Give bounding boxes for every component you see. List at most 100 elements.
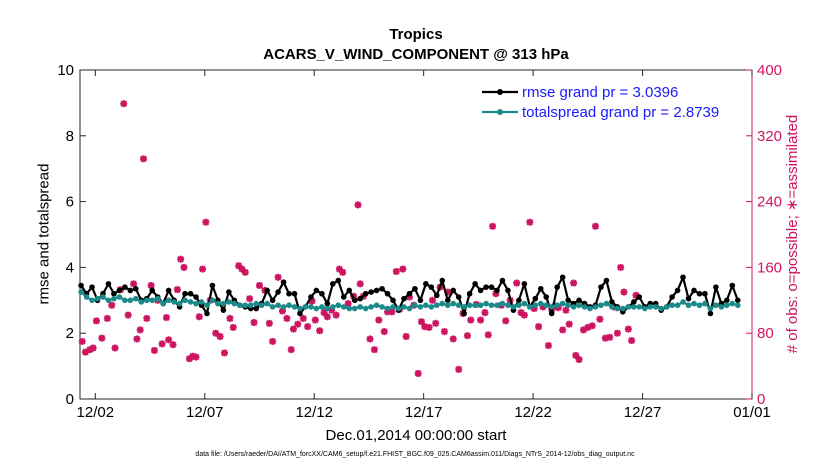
totalspread-point bbox=[171, 299, 177, 305]
rmse-point bbox=[330, 281, 336, 287]
totalspread-point bbox=[340, 304, 347, 310]
obs-point bbox=[588, 322, 596, 330]
obs-point bbox=[173, 286, 181, 294]
obs-point bbox=[449, 335, 457, 343]
rmse-point bbox=[187, 290, 194, 297]
rmse-point bbox=[461, 310, 467, 317]
totalspread-point bbox=[691, 300, 697, 307]
rmse-point bbox=[401, 295, 407, 302]
totalspread-point bbox=[379, 304, 385, 310]
totalspread-point bbox=[505, 302, 511, 309]
totalspread-point bbox=[603, 300, 610, 307]
rmse-point bbox=[696, 290, 703, 297]
obs-point bbox=[136, 326, 144, 334]
totalspread-point bbox=[401, 304, 407, 310]
obs-point bbox=[289, 325, 297, 333]
totalspread-point bbox=[269, 304, 276, 310]
rmse-point bbox=[565, 297, 571, 304]
totalspread-point bbox=[630, 304, 637, 310]
totalspread-point bbox=[543, 302, 550, 309]
totalspread-point bbox=[406, 305, 413, 312]
rmse-point bbox=[630, 299, 637, 305]
rmse-point bbox=[702, 290, 708, 297]
obs-point bbox=[332, 311, 340, 319]
obs-point bbox=[392, 268, 400, 276]
totalspread-point bbox=[581, 304, 588, 310]
totalspread-point bbox=[620, 305, 626, 312]
x-tick-label: 12/22 bbox=[514, 404, 552, 421]
y-left-tick-label: 8 bbox=[66, 128, 74, 145]
rmse-point bbox=[680, 274, 686, 281]
rmse-point bbox=[340, 294, 347, 300]
totalspread-point bbox=[428, 304, 435, 310]
obs-point bbox=[150, 346, 158, 354]
obs-point bbox=[323, 313, 331, 321]
rmse-point bbox=[532, 295, 539, 302]
x-tick-label: 01/01 bbox=[733, 404, 771, 421]
rmse-point bbox=[707, 310, 714, 317]
totalspread-point bbox=[330, 304, 336, 310]
rmse-point bbox=[609, 299, 615, 305]
totalspread-point bbox=[625, 304, 632, 310]
legend-marker bbox=[497, 109, 503, 115]
obs-point bbox=[417, 318, 425, 326]
totalspread-point bbox=[636, 304, 643, 310]
obs-point bbox=[304, 323, 312, 331]
obs-point bbox=[370, 346, 378, 354]
totalspread-point bbox=[461, 304, 467, 310]
totalspread-point bbox=[94, 295, 101, 302]
obs-point bbox=[120, 100, 128, 108]
totalspread-point bbox=[548, 304, 555, 310]
obs-point bbox=[255, 281, 263, 289]
totalspread-point bbox=[231, 300, 238, 307]
totalspread-point bbox=[83, 294, 90, 300]
totalspread-point bbox=[724, 302, 730, 309]
totalspread-point bbox=[176, 300, 183, 307]
x-tick-label: 12/07 bbox=[186, 404, 224, 421]
obs-point bbox=[606, 333, 614, 341]
totalspread-point bbox=[444, 302, 451, 309]
totalspread-point bbox=[335, 302, 342, 309]
obs-point bbox=[356, 280, 364, 288]
obs-point bbox=[467, 316, 475, 324]
rmse-point bbox=[472, 281, 478, 287]
rmse-point bbox=[603, 277, 610, 284]
totalspread-point bbox=[433, 302, 440, 309]
obs-point bbox=[311, 316, 319, 324]
totalspread-point bbox=[308, 304, 314, 310]
y-left-tick-label: 6 bbox=[66, 194, 74, 211]
totalspread-point bbox=[537, 300, 544, 307]
obs-point bbox=[274, 273, 282, 281]
totalspread-point bbox=[182, 297, 188, 304]
obs-point bbox=[520, 311, 528, 319]
obs-point bbox=[111, 344, 119, 352]
totalspread-point bbox=[209, 297, 216, 304]
totalspread-point bbox=[373, 302, 380, 309]
rmse-point bbox=[324, 300, 331, 307]
rmse-point bbox=[477, 287, 484, 294]
rmse-point bbox=[373, 287, 380, 294]
totalspread-point bbox=[718, 304, 725, 310]
totalspread-point bbox=[357, 304, 363, 310]
totalspread-point bbox=[291, 304, 298, 310]
rmse-point bbox=[537, 285, 544, 292]
rmse-point bbox=[319, 290, 325, 297]
obs-point bbox=[489, 222, 497, 230]
obs-point bbox=[624, 325, 632, 333]
obs-point bbox=[133, 335, 141, 343]
obs-point bbox=[513, 279, 521, 287]
x-tick-label: 12/17 bbox=[405, 404, 443, 421]
y-right-tick-label: 0 bbox=[757, 391, 765, 408]
totalspread-point bbox=[193, 300, 199, 307]
rmse-point bbox=[105, 281, 112, 287]
rmse-point bbox=[379, 285, 385, 292]
totalspread-point bbox=[247, 302, 254, 309]
totalspread-point bbox=[111, 295, 117, 302]
totalspread-point bbox=[226, 299, 232, 305]
rmse-point bbox=[428, 284, 435, 290]
obs-point bbox=[463, 332, 471, 340]
totalspread-point bbox=[598, 302, 604, 309]
obs-point bbox=[380, 328, 388, 336]
totalspread-point bbox=[576, 302, 582, 309]
y-right-tick-label: 160 bbox=[757, 259, 782, 276]
